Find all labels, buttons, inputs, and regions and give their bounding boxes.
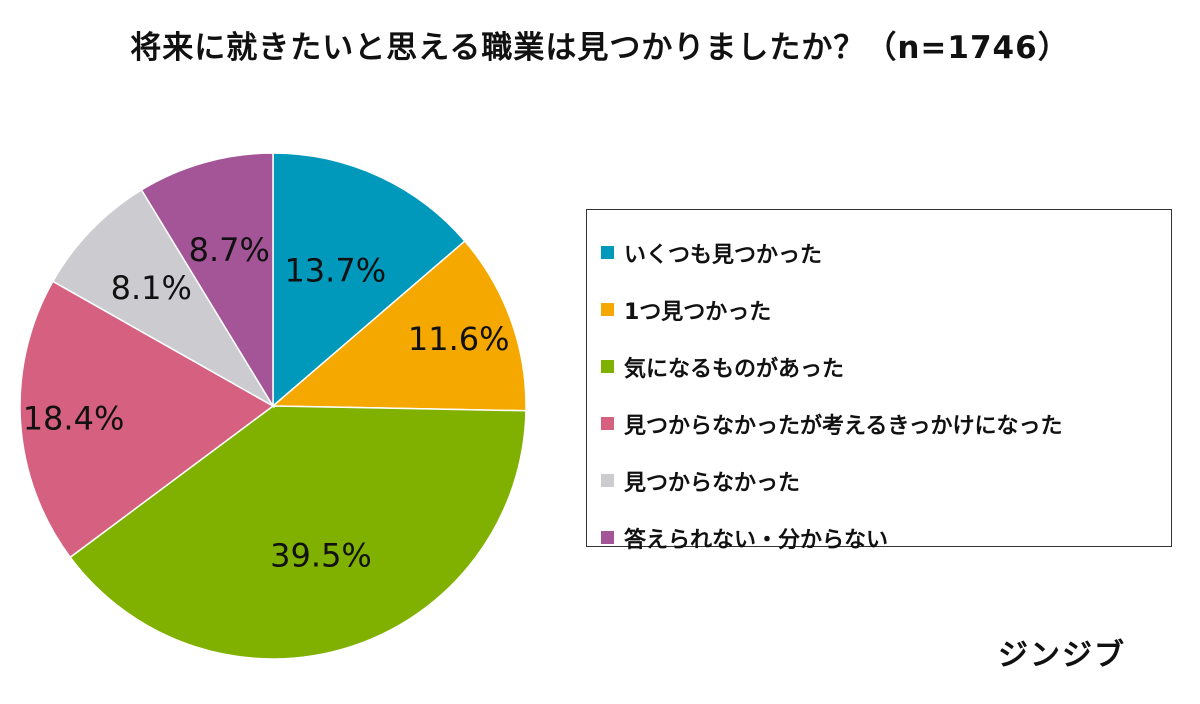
slice-value-label: 18.4% bbox=[23, 400, 125, 438]
legend-label: 気になるものがあった bbox=[624, 356, 845, 382]
legend-swatch bbox=[601, 303, 614, 316]
slice-value-label: 11.6% bbox=[408, 320, 510, 358]
legend-item: 気になるものがあった bbox=[601, 338, 1171, 395]
legend-label: いくつも見つかった bbox=[624, 242, 823, 268]
legend-label: 見つからなかった bbox=[624, 470, 801, 496]
chart-title: 将来に就きたいと思える職業は見つかりましたか？（n=1746） bbox=[130, 30, 1070, 66]
pie-slice bbox=[19, 280, 275, 559]
legend-swatch bbox=[601, 474, 614, 487]
legend-swatch bbox=[601, 360, 614, 373]
slice-value-label: 13.7% bbox=[284, 251, 386, 289]
pie-slice bbox=[69, 405, 527, 660]
slice-value-label: 8.7% bbox=[189, 231, 270, 269]
legend-swatch bbox=[601, 531, 614, 544]
legend-label: 1つ見つかった bbox=[624, 299, 772, 325]
pie-slice bbox=[51, 188, 276, 409]
pie-slice bbox=[272, 152, 466, 408]
brand-logo: ジンジブ bbox=[998, 638, 1126, 673]
legend-item: いくつも見つかった bbox=[601, 224, 1171, 281]
legend-item: 見つからなかったが考えるきっかけになった bbox=[601, 395, 1171, 452]
pie-slice bbox=[140, 152, 274, 409]
pie-slice bbox=[271, 240, 527, 412]
legend-swatch bbox=[601, 417, 614, 430]
slice-value-label: 8.1% bbox=[111, 269, 192, 307]
pie-chart: 13.7% 11.6% 39.5% 18.4% 8.1%8.7% bbox=[19, 152, 527, 660]
legend-item: 答えられない・分からない bbox=[601, 509, 1171, 566]
legend-label: 答えられない・分からない bbox=[624, 527, 889, 553]
legend: いくつも見つかった 1つ見つかった 気になるものがあった 見つからなかったが考え… bbox=[586, 209, 1172, 553]
legend-label: 見つからなかったが考えるきっかけになった bbox=[624, 413, 1063, 439]
legend-swatch bbox=[601, 246, 614, 259]
slice-value-label: 39.5% bbox=[270, 536, 372, 574]
legend-item: 見つからなかった bbox=[601, 452, 1171, 509]
legend-item: 1つ見つかった bbox=[601, 281, 1171, 338]
